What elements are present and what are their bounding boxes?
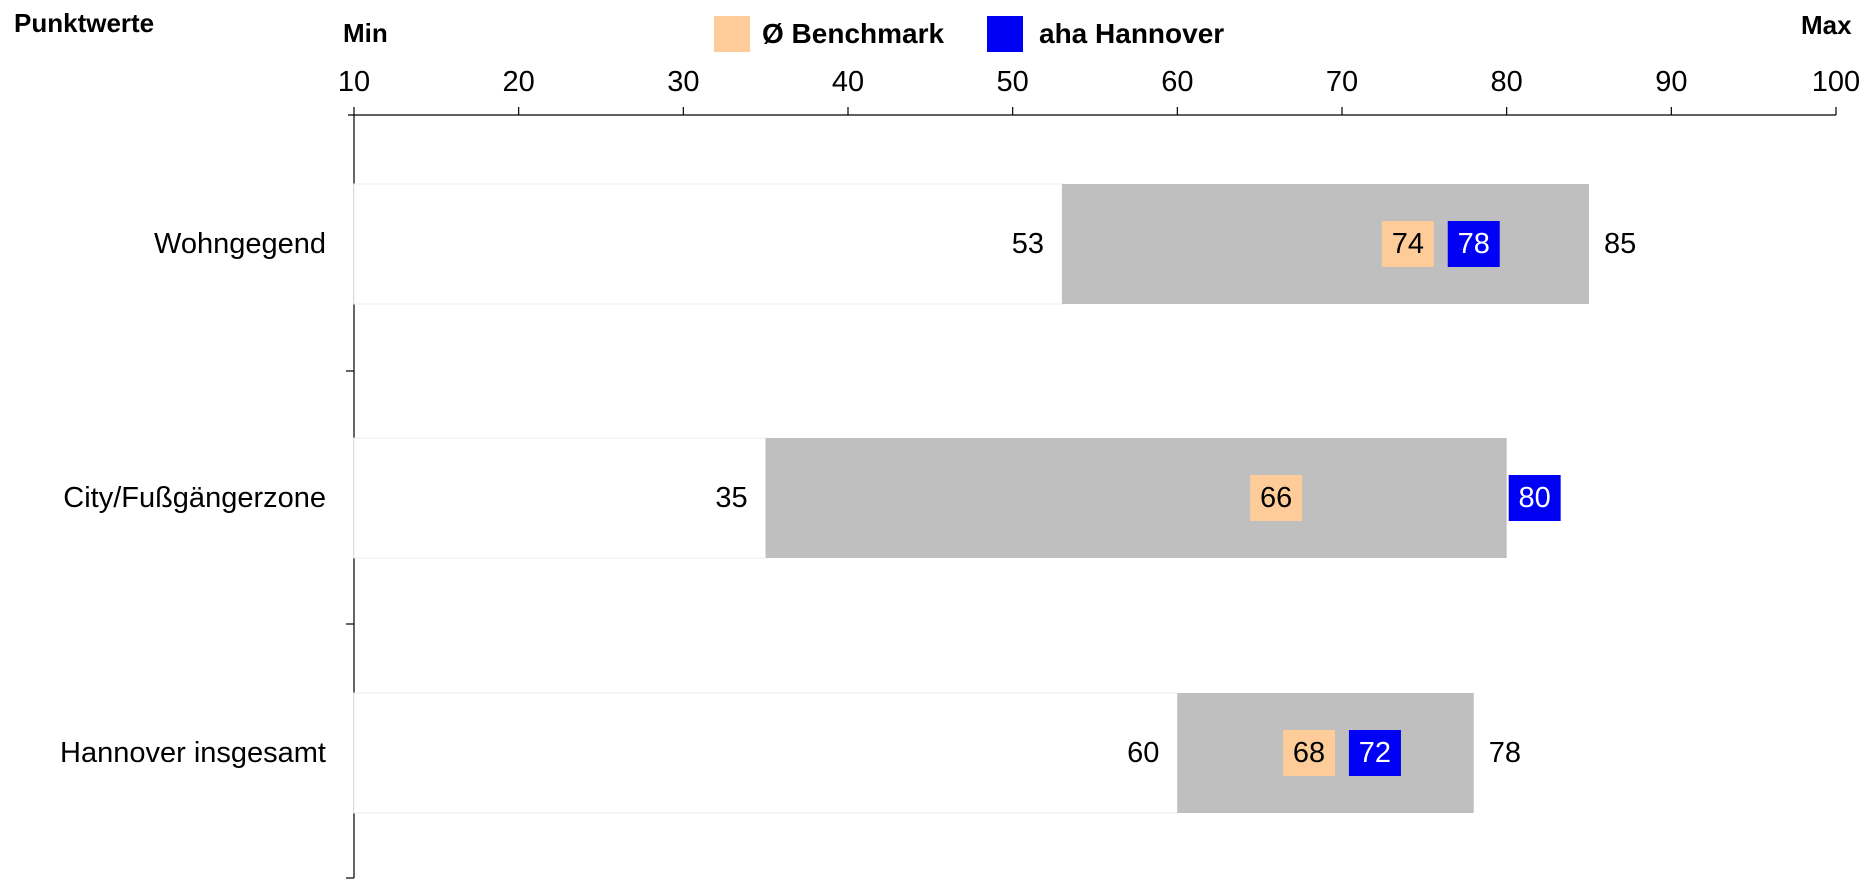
benchmark-value-label: 68 [1293, 737, 1325, 769]
benchmark-marker [1250, 475, 1303, 521]
min-value-label: 60 [1127, 737, 1159, 769]
x-tick-label-100: 100 [1812, 66, 1860, 98]
aha-marker [1348, 730, 1401, 776]
x-tick-label-90: 90 [1655, 66, 1687, 98]
legend-aha: aha Hannover [987, 16, 1224, 52]
row-base-strip [353, 183, 1063, 305]
x-tick-label-70: 70 [1326, 66, 1358, 98]
min-value-label: 53 [1012, 228, 1044, 260]
category-label: Hannover insgesamt [60, 737, 326, 769]
aha-marker [1508, 475, 1561, 521]
category-label: City/Fußgängerzone [63, 482, 326, 514]
benchmark-value-label: 66 [1260, 482, 1292, 514]
row-base-strip [353, 437, 767, 559]
x-tick-label-10: 10 [338, 66, 370, 98]
range-bar [765, 438, 1507, 558]
x-tick-label-80: 80 [1491, 66, 1523, 98]
benchmark-marker [1381, 221, 1434, 267]
x-tick-label-50: 50 [997, 66, 1029, 98]
min-value-label: 35 [715, 482, 747, 514]
row-base-strip [353, 692, 1178, 814]
max-value-label: 78 [1489, 737, 1521, 769]
legend-aha-swatch [987, 16, 1023, 52]
chart-title: Punktwerte [14, 8, 155, 38]
max-value-label: 85 [1604, 228, 1636, 260]
category-label: Wohngegend [154, 228, 326, 260]
aha-marker [1447, 221, 1500, 267]
aha-value-label: 78 [1458, 228, 1490, 260]
x-tick-label-20: 20 [503, 66, 535, 98]
legend-aha-label: aha Hannover [1039, 18, 1225, 49]
aha-value-label: 72 [1359, 737, 1391, 769]
x-tick-label-60: 60 [1161, 66, 1193, 98]
benchmark-value-label: 74 [1392, 228, 1424, 260]
legend-benchmark-swatch [714, 16, 750, 52]
benchmark-marker [1283, 730, 1336, 776]
x-tick-label-40: 40 [832, 66, 864, 98]
legend-benchmark: Ø Benchmark [714, 16, 944, 52]
min-label: Min [343, 18, 388, 48]
x-tick-label-30: 30 [667, 66, 699, 98]
aha-value-label: 80 [1519, 482, 1551, 514]
legend-benchmark-label: Ø Benchmark [762, 18, 945, 49]
max-label: Max [1801, 10, 1852, 40]
range-bar [1062, 184, 1589, 304]
